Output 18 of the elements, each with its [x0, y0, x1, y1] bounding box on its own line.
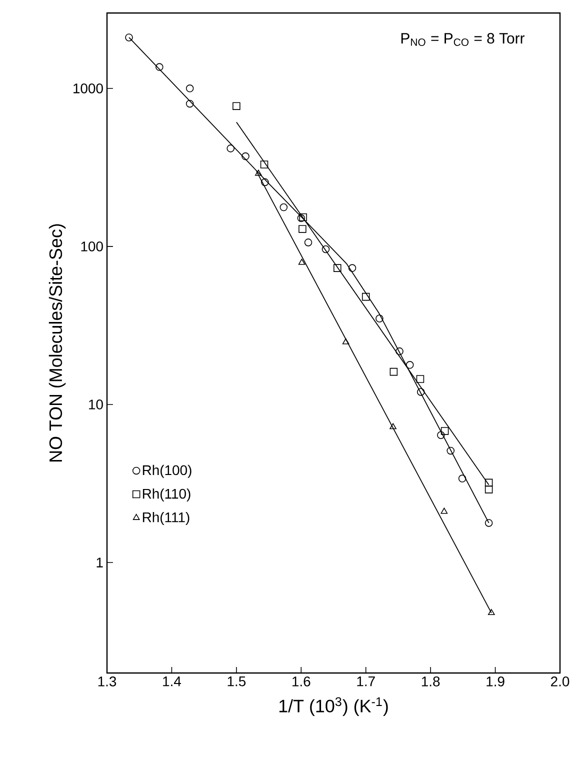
legend-label: Rh(111): [142, 512, 190, 526]
x-axis-title: 1/T (10$^{3}$) (K$^{-1}$): [279, 697, 388, 716]
legend-label: Rh(110): [142, 488, 190, 502]
x-tick-label: 1.8: [422, 676, 440, 686]
legend-label: Rh(100): [142, 464, 192, 478]
x-tick-label: 2.0: [551, 676, 570, 686]
y-tick-label: 1: [96, 558, 103, 568]
x-tick-label: 1.6: [292, 676, 310, 686]
x-tick-label: 1.7: [357, 676, 375, 686]
y-tick-label: 100: [81, 241, 103, 252]
annotation: P$_{NO}$ = P$_{CO}$ = 8 Torr: [401, 33, 525, 46]
y-axis-title: NO TON (Molecules/Site-Sec): [48, 224, 66, 462]
x-tick-label: 1.4: [163, 676, 181, 686]
x-tick-label: 1.9: [486, 676, 504, 686]
y-tick-label: 10: [89, 400, 103, 410]
y-tick-label: 1000: [74, 83, 103, 94]
x-tick-label: 1.3: [98, 676, 116, 686]
x-tick-label: 1.5: [228, 676, 246, 686]
